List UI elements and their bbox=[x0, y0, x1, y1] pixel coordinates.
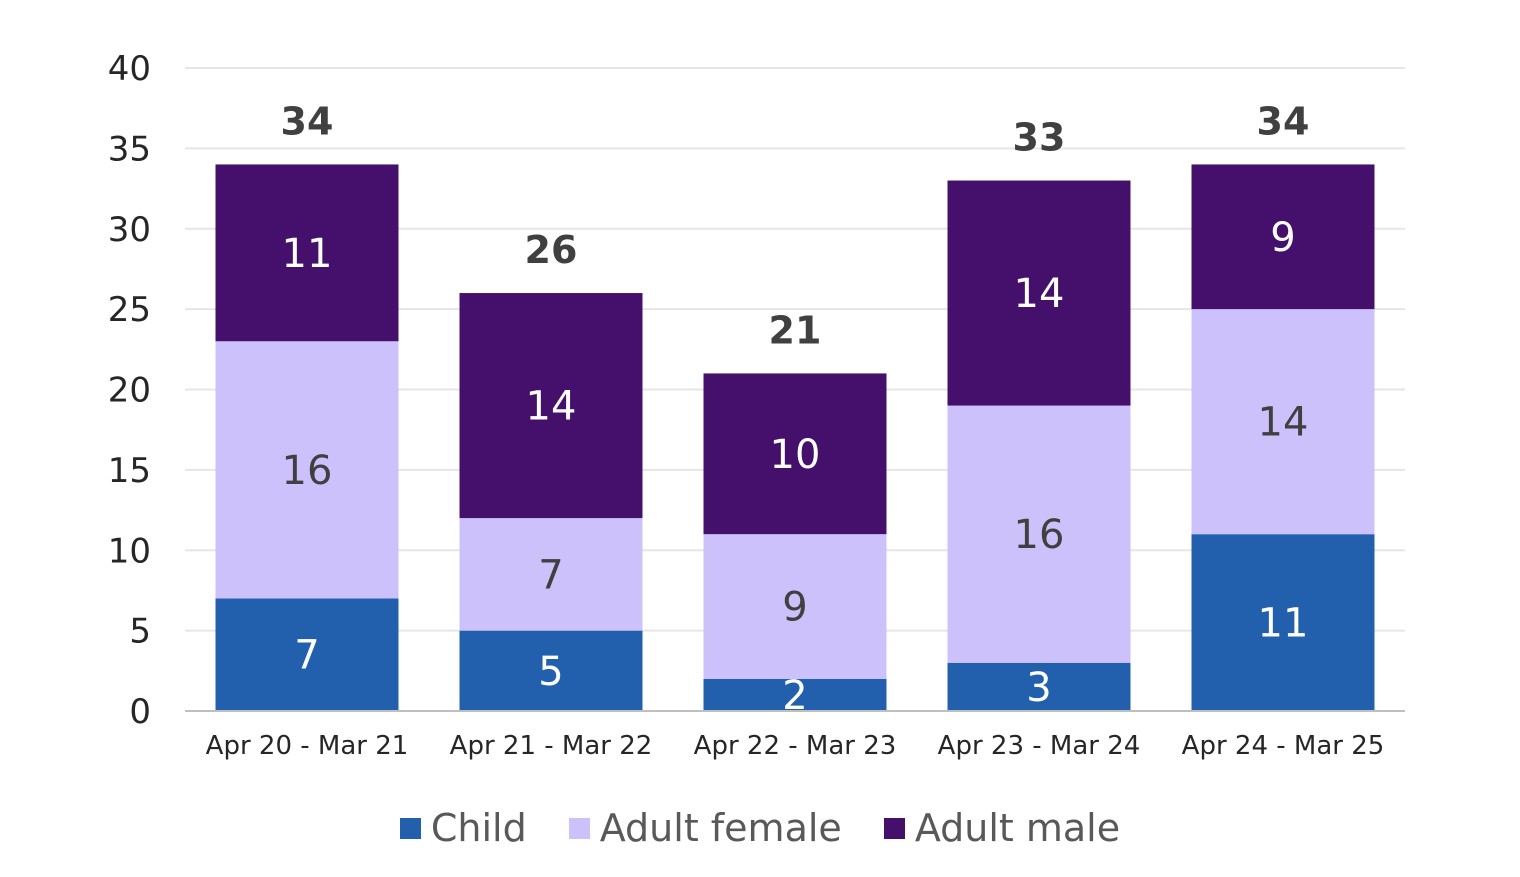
bar-child bbox=[703, 678, 887, 711]
x-tick-label: Apr 22 - Mar 23 bbox=[694, 731, 897, 761]
bar-adult-female bbox=[703, 534, 887, 679]
y-tick-label: 30 bbox=[108, 210, 151, 250]
total-label: 21 bbox=[769, 308, 822, 352]
y-tick-label: 25 bbox=[108, 290, 151, 330]
legend-swatch-child bbox=[399, 817, 421, 839]
data-label-child: 5 bbox=[538, 649, 563, 695]
data-label-adult-male: 14 bbox=[526, 384, 577, 430]
bar-adult-male bbox=[215, 164, 399, 342]
data-label-child: 11 bbox=[1258, 601, 1309, 647]
data-label-adult-male: 14 bbox=[1014, 271, 1065, 317]
legend-label-adult-male: Adult male bbox=[914, 806, 1121, 850]
x-tick-label: Apr 21 - Mar 22 bbox=[450, 731, 653, 761]
x-tick-label: Apr 24 - Mar 25 bbox=[1182, 731, 1385, 761]
y-tick-label: 15 bbox=[108, 451, 151, 491]
bar-child bbox=[459, 630, 643, 711]
legend-swatch-adult-male bbox=[883, 817, 905, 839]
y-tick-label: 20 bbox=[108, 371, 151, 411]
legend: Child Adult female Adult male bbox=[0, 806, 1520, 850]
data-label-adult-male: 10 bbox=[770, 432, 821, 478]
bar-child bbox=[1191, 534, 1375, 711]
data-label-child: 7 bbox=[294, 633, 319, 679]
bar-adult-male bbox=[947, 180, 1131, 406]
legend-swatch-adult-female bbox=[568, 817, 590, 839]
data-label-adult-female: 7 bbox=[538, 552, 563, 598]
legend-item-child: Child bbox=[399, 806, 527, 850]
data-label-adult-male: 9 bbox=[1270, 215, 1295, 261]
total-label: 34 bbox=[1257, 99, 1310, 143]
bar-adult-male bbox=[1191, 164, 1375, 310]
bars bbox=[215, 164, 1375, 711]
legend-item-adult-male: Adult male bbox=[883, 806, 1121, 850]
y-tick-label: 0 bbox=[129, 692, 151, 732]
y-tick-label: 35 bbox=[108, 129, 151, 169]
bar-adult-female bbox=[947, 405, 1131, 663]
x-axis: Apr 20 - Mar 21 Apr 21 - Mar 22 Apr 22 - M… bbox=[185, 710, 1405, 761]
bar-child bbox=[947, 662, 1131, 711]
y-tick-label: 40 bbox=[108, 49, 151, 89]
total-label: 26 bbox=[525, 228, 578, 272]
y-tick-label: 10 bbox=[108, 531, 151, 571]
y-axis: 0 5 10 15 20 25 30 35 40 bbox=[108, 49, 151, 732]
data-labels: 7 16 11 5 7 14 2 9 10 3 16 14 11 14 9 bbox=[282, 215, 1309, 719]
bar-adult-female bbox=[1191, 309, 1375, 535]
y-tick-label: 5 bbox=[129, 612, 151, 652]
data-label-adult-female: 16 bbox=[1014, 512, 1065, 558]
data-label-child: 3 bbox=[1026, 665, 1051, 711]
total-label: 34 bbox=[281, 99, 334, 143]
bar-adult-female bbox=[215, 341, 399, 599]
data-label-child: 2 bbox=[782, 673, 807, 719]
data-label-adult-female: 16 bbox=[282, 448, 333, 494]
x-tick-label: Apr 20 - Mar 21 bbox=[206, 731, 409, 761]
data-label-adult-male: 11 bbox=[282, 231, 333, 277]
legend-item-adult-female: Adult female bbox=[568, 806, 842, 850]
x-tick-label: Apr 23 - Mar 24 bbox=[938, 731, 1141, 761]
bar-child bbox=[215, 598, 399, 711]
data-label-adult-female: 9 bbox=[782, 585, 807, 631]
bar-adult-male bbox=[459, 293, 643, 519]
bar-adult-female bbox=[459, 518, 643, 631]
total-labels: 34 26 21 33 34 bbox=[281, 99, 1310, 352]
bar-adult-male bbox=[703, 373, 887, 535]
legend-label-adult-female: Adult female bbox=[599, 806, 842, 850]
total-label: 33 bbox=[1013, 116, 1066, 160]
data-label-adult-female: 14 bbox=[1258, 400, 1309, 446]
legend-label-child: Child bbox=[430, 806, 527, 850]
